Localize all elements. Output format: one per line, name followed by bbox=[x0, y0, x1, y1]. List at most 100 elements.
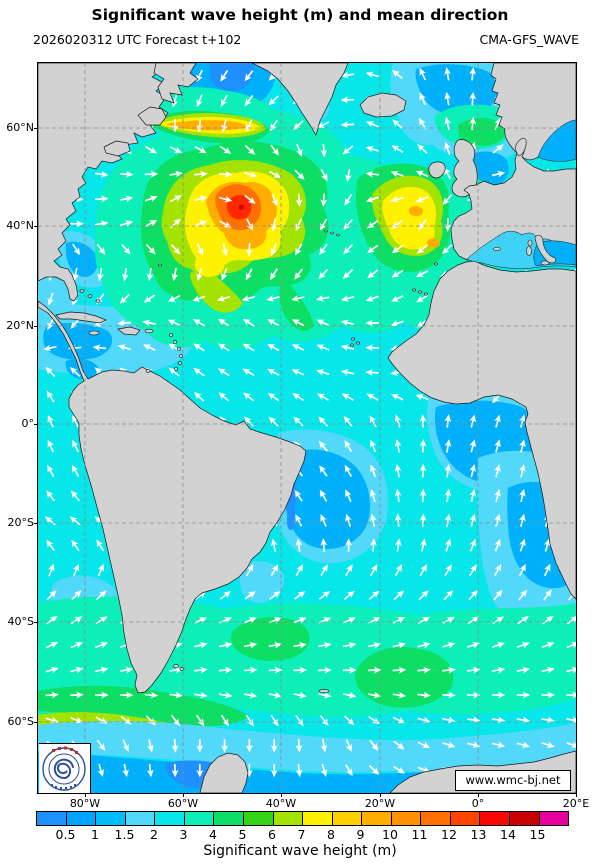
arrow-tail bbox=[271, 395, 280, 402]
arrow-head bbox=[193, 343, 202, 351]
arrow-head bbox=[50, 666, 59, 674]
lat-tick-label: 40°S bbox=[7, 615, 34, 628]
direction-arrow bbox=[144, 195, 158, 203]
direction-arrow bbox=[169, 195, 183, 203]
arrow-tail bbox=[295, 568, 302, 577]
direction-arrow bbox=[43, 344, 57, 352]
arrow-head bbox=[494, 513, 501, 522]
arrow-head bbox=[445, 564, 452, 573]
arrow-tail bbox=[394, 568, 401, 577]
arrow-tail bbox=[368, 593, 376, 601]
direction-arrow bbox=[245, 243, 253, 257]
arrow-tail bbox=[297, 739, 301, 748]
direction-arrow bbox=[70, 616, 83, 625]
arrow-tail bbox=[343, 693, 352, 697]
arrow-head bbox=[69, 367, 78, 375]
direction-arrow bbox=[344, 464, 353, 478]
direction-arrow bbox=[369, 564, 378, 577]
direction-arrow bbox=[469, 538, 476, 552]
arrow-tail bbox=[346, 469, 353, 478]
arrow-tail bbox=[169, 669, 178, 672]
arrow-head bbox=[341, 393, 350, 401]
direction-arrow bbox=[170, 243, 181, 255]
arrow-tail bbox=[173, 267, 177, 277]
arrow-tail bbox=[471, 122, 474, 131]
arrow-head bbox=[394, 488, 402, 497]
arrow-tail bbox=[194, 644, 203, 648]
arrow-head bbox=[245, 745, 253, 753]
colorbar-segment-15 bbox=[479, 812, 509, 825]
arrow-head bbox=[291, 369, 300, 376]
arrow-head bbox=[419, 414, 427, 422]
wave-region-storm1-red-core bbox=[238, 204, 245, 210]
arrow-tail bbox=[223, 119, 227, 128]
arrow-head bbox=[348, 641, 357, 649]
direction-arrow bbox=[291, 319, 305, 327]
direction-arrow bbox=[45, 716, 59, 724]
arrow-tail bbox=[296, 268, 304, 276]
arrow-head bbox=[418, 222, 426, 231]
arrow-head bbox=[345, 768, 353, 777]
arrow-tail bbox=[45, 643, 54, 649]
direction-arrow bbox=[45, 641, 59, 649]
direction-arrow bbox=[142, 319, 156, 327]
direction-arrow bbox=[268, 95, 279, 106]
land-north-america bbox=[38, 63, 169, 302]
arrow-tail bbox=[443, 593, 451, 601]
island-puerto-rico bbox=[144, 328, 154, 334]
arrow-head bbox=[521, 741, 530, 749]
direction-arrow bbox=[368, 590, 380, 601]
direction-arrow bbox=[71, 539, 80, 552]
arrow-head bbox=[72, 563, 80, 572]
island-madeira bbox=[434, 262, 438, 266]
direction-arrow bbox=[169, 146, 183, 154]
arrow-tail bbox=[495, 493, 499, 503]
arrow-tail bbox=[395, 395, 404, 401]
arrow-head bbox=[416, 246, 425, 254]
arrow-tail bbox=[95, 643, 104, 649]
arrow-head bbox=[122, 769, 129, 778]
arrow-tail bbox=[346, 419, 353, 428]
arrow-tail bbox=[170, 714, 178, 723]
arrow-head bbox=[168, 343, 177, 351]
arrow-head bbox=[221, 248, 229, 257]
direction-arrow bbox=[47, 414, 54, 428]
arrow-head bbox=[192, 318, 202, 326]
arrow-head bbox=[298, 641, 307, 649]
arrow-tail bbox=[318, 693, 327, 697]
direction-arrow bbox=[393, 765, 406, 774]
arrow-tail bbox=[222, 267, 228, 277]
arrow-head bbox=[119, 296, 128, 304]
arrow-head bbox=[494, 563, 502, 573]
arrow-head bbox=[97, 768, 104, 778]
direction-arrow bbox=[340, 369, 355, 376]
arrow-tail bbox=[322, 543, 326, 552]
arrow-head bbox=[344, 197, 352, 206]
arrow-tail bbox=[95, 593, 104, 601]
arrow-head bbox=[76, 691, 84, 699]
direction-arrow bbox=[392, 641, 407, 649]
arrow-tail bbox=[296, 494, 303, 502]
arrow-tail bbox=[73, 519, 81, 526]
arrow-tail bbox=[442, 618, 451, 625]
direction-arrow bbox=[343, 691, 357, 699]
arrow-tail bbox=[268, 693, 277, 697]
arrow-head bbox=[421, 616, 431, 624]
arrow-head bbox=[366, 393, 375, 401]
arrow-head bbox=[98, 590, 107, 598]
arrow-head bbox=[370, 564, 378, 573]
arrow-head bbox=[150, 691, 159, 699]
colorbar-segment-6 bbox=[213, 812, 243, 825]
direction-arrow bbox=[390, 170, 404, 178]
arrow-head bbox=[73, 247, 81, 256]
arrow-tail bbox=[371, 444, 377, 453]
direction-arrow bbox=[294, 591, 306, 600]
arrow-tail bbox=[169, 146, 178, 152]
colorbar-segment-8 bbox=[272, 812, 303, 825]
arrow-head bbox=[343, 246, 351, 255]
direction-arrow bbox=[516, 642, 530, 649]
direction-arrow bbox=[119, 293, 130, 304]
direction-arrow bbox=[95, 220, 109, 228]
direction-arrow bbox=[69, 516, 81, 526]
colorbar-segment-12 bbox=[390, 812, 421, 825]
